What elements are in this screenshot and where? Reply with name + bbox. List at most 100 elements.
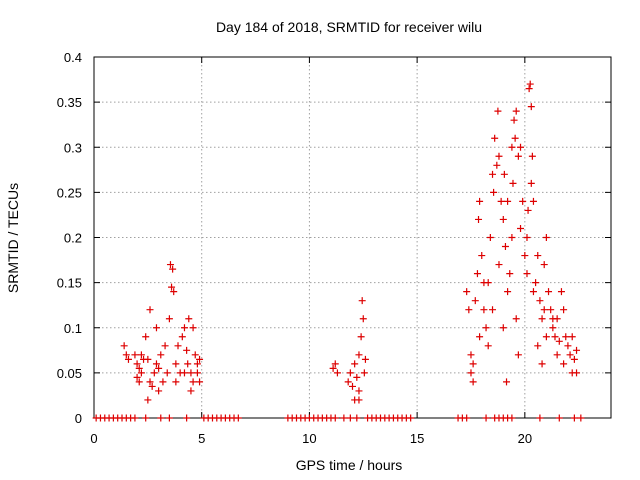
y-tick-label: 0.05	[57, 366, 82, 381]
data-point	[525, 85, 533, 93]
data-point	[174, 342, 182, 350]
data-point	[172, 360, 180, 368]
data-point	[517, 143, 525, 151]
data-point	[526, 80, 534, 88]
data-point	[536, 414, 544, 422]
data-point	[545, 288, 553, 296]
x-axis-label: GPS time / hours	[296, 457, 403, 473]
data-point	[514, 351, 522, 359]
data-point	[476, 333, 484, 341]
data-point	[196, 355, 204, 363]
x-tick-label: 15	[410, 431, 424, 446]
data-point	[355, 351, 363, 359]
data-point	[566, 351, 574, 359]
data-point	[169, 265, 177, 273]
y-axis-label: SRMTID / TECUs	[5, 183, 21, 293]
data-point	[187, 369, 195, 377]
data-point	[512, 107, 520, 115]
data-point	[189, 378, 197, 386]
data-point	[521, 252, 529, 260]
y-tick-label: 0.15	[57, 276, 82, 291]
data-point	[465, 306, 473, 314]
data-point	[333, 369, 341, 377]
data-point	[568, 333, 576, 341]
data-point	[359, 315, 367, 323]
data-point	[577, 414, 585, 422]
data-point	[148, 382, 156, 390]
data-point	[508, 234, 516, 241]
data-point	[144, 396, 152, 404]
data-point	[180, 324, 188, 332]
data-point	[189, 324, 197, 332]
data-point	[517, 224, 525, 232]
data-point	[536, 297, 544, 305]
data-point	[553, 351, 561, 359]
data-point	[463, 288, 471, 296]
data-point	[157, 351, 165, 359]
data-point	[178, 333, 186, 341]
data-point	[340, 414, 348, 422]
data-point	[514, 152, 522, 160]
data-point	[523, 234, 531, 241]
data-point	[494, 107, 502, 115]
data-point	[482, 414, 490, 422]
data-point	[135, 364, 143, 372]
data-point	[180, 369, 188, 377]
data-point	[196, 378, 204, 386]
data-point	[557, 288, 565, 296]
data-point	[509, 179, 517, 187]
data-point	[484, 342, 492, 350]
data-point	[358, 297, 366, 305]
data-point	[144, 355, 152, 363]
x-tick-label: 10	[302, 431, 316, 446]
data-point	[142, 414, 150, 422]
data-points	[92, 80, 585, 422]
data-point	[564, 342, 572, 350]
data-point	[137, 351, 145, 359]
data-point	[555, 337, 563, 345]
data-point	[508, 143, 516, 151]
data-point	[355, 396, 363, 404]
data-point	[170, 288, 178, 296]
data-point	[467, 369, 475, 377]
data-point	[184, 360, 192, 368]
data-point	[529, 288, 537, 296]
data-point	[166, 261, 174, 269]
y-tick-label: 0.3	[64, 140, 82, 155]
data-point	[532, 279, 540, 287]
data-point	[150, 369, 158, 377]
data-point	[346, 369, 354, 377]
data-point	[529, 197, 537, 205]
data-point	[463, 414, 471, 422]
data-point	[491, 134, 499, 142]
data-point	[360, 369, 368, 377]
data-point	[542, 333, 550, 341]
data-point	[486, 234, 494, 241]
x-tick-label: 0	[90, 431, 97, 446]
x-tick-label: 5	[198, 431, 205, 446]
data-point	[351, 360, 359, 368]
data-point	[497, 197, 505, 205]
data-point	[234, 414, 242, 422]
data-point	[504, 197, 512, 205]
data-point	[152, 324, 160, 332]
data-point	[124, 355, 132, 363]
data-point	[534, 252, 542, 260]
data-point	[538, 315, 546, 323]
data-point	[476, 197, 484, 205]
data-point	[469, 360, 477, 368]
data-point	[508, 414, 516, 422]
data-point	[527, 179, 535, 187]
data-point	[499, 215, 507, 223]
data-point	[187, 387, 195, 395]
data-point	[355, 387, 363, 395]
data-point	[560, 360, 568, 368]
data-point	[493, 161, 501, 169]
data-point	[527, 103, 535, 111]
y-tick-label: 0.1	[64, 321, 82, 336]
data-point	[511, 134, 519, 142]
data-point	[152, 360, 160, 368]
data-point	[482, 324, 490, 332]
data-point	[523, 270, 531, 278]
